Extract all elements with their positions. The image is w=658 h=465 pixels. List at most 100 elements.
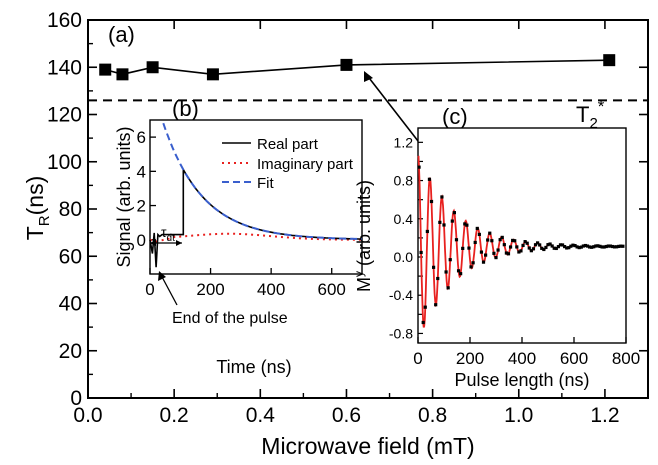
rabi-data-point <box>429 199 434 204</box>
inset-c-y-tick-label: -0.8 <box>389 325 413 341</box>
rabi-data-point <box>515 245 519 249</box>
fit-line <box>162 122 362 240</box>
rabi-data-point <box>475 226 479 231</box>
main-y-axis-title: TR(ns) <box>22 176 53 241</box>
rabi-data-point <box>556 245 560 249</box>
rabi-data-point <box>552 246 556 250</box>
inset-c-y-tick-label: 0.8 <box>394 173 414 189</box>
main-x-tick-label: 0.2 <box>160 404 189 427</box>
main-series-line <box>104 59 610 76</box>
inset-b-y-tick-label: 2 <box>137 197 146 216</box>
rabi-data-point <box>565 246 569 250</box>
rabi-data-point <box>594 244 598 248</box>
rabi-data-point <box>581 244 585 248</box>
inset-b-x-axis-title: Time (ns) <box>216 357 291 377</box>
inset-b-y-tick-label: 4 <box>137 162 146 181</box>
rabi-data-point <box>583 243 588 248</box>
main-y-tick-label: 120 <box>47 104 82 127</box>
inset-b-x-tick-label: 600 <box>318 280 346 299</box>
legend-real-label: Real part <box>257 136 319 153</box>
inset-b-y-tick-label: 0 <box>137 231 146 250</box>
rabi-data-point <box>592 245 596 249</box>
tau-dt-arrow-right <box>176 240 182 246</box>
rabi-data-point <box>490 239 494 243</box>
rabi-data-point <box>419 250 423 255</box>
rabi-data-point <box>438 220 442 224</box>
rabi-data-point <box>471 261 475 265</box>
rabi-data-point <box>531 247 536 251</box>
rabi-data-point <box>538 243 542 247</box>
rabi-data-point <box>617 244 621 249</box>
tau-dt-arrow-left <box>150 240 156 246</box>
rabi-data-point <box>598 244 602 248</box>
rabi-data-point <box>446 286 450 290</box>
main-x-tick-label: 0.8 <box>418 404 447 427</box>
inset-c-x-axis-title: Pulse length (ns) <box>454 370 589 390</box>
end-pulse-pointer <box>160 274 178 306</box>
rabi-data-point <box>590 245 594 249</box>
rabi-data-point <box>425 229 429 234</box>
rabi-data-point <box>448 258 452 262</box>
main-ticks: 0.0 0.2 0.4 0.6 0.8 1.0 1.20204060801001201401… <box>47 9 649 427</box>
panel-b: 0 200 400 600 0 2 4 6 (b) Real part Imaginary p… <box>114 96 363 377</box>
main-y-tick-label: 40 <box>59 293 82 316</box>
rabi-data-point <box>440 195 444 199</box>
rabi-data-point <box>585 244 590 248</box>
rabi-data-point <box>442 223 446 227</box>
panel-a-label: (a) <box>108 22 135 47</box>
rabi-data-point <box>427 177 432 181</box>
main-x-tick-label: 1.0 <box>504 404 533 427</box>
rabi-data-point <box>600 245 604 249</box>
rabi-data-point <box>467 246 471 250</box>
rabi-data-point <box>612 245 617 249</box>
inset-b-frame <box>149 119 363 275</box>
rabi-data-point <box>452 211 456 215</box>
rabi-data-point <box>502 243 506 247</box>
inset-c-y-tick-label: 0.4 <box>394 211 414 227</box>
main-y-tick-label: 140 <box>47 56 82 79</box>
main-data-point <box>116 68 129 81</box>
panel-a: 0.0 0.2 0.4 0.6 0.8 1.0 1.20204060801001201401… <box>22 9 649 459</box>
rabi-data-point <box>615 245 619 249</box>
rabi-data-point <box>558 243 563 247</box>
rabi-data-point <box>432 265 436 269</box>
rabi-data-point <box>571 243 575 247</box>
main-y-tick-label: 0 <box>70 387 82 410</box>
rabi-data-point <box>486 238 490 242</box>
rabi-data-point <box>513 239 517 243</box>
inset-c-x-tick-label: 400 <box>508 349 536 368</box>
rabi-data-point <box>523 240 527 244</box>
inset-b-x-tick-label: 0 <box>145 280 154 299</box>
rabi-data-point <box>469 265 473 269</box>
main-data-point <box>146 61 159 74</box>
rabi-data-point <box>606 244 610 248</box>
rabi-data-point <box>546 243 550 247</box>
rabi-data-point <box>596 244 600 248</box>
rabi-data-point <box>602 245 606 249</box>
rabi-data-point <box>488 231 492 235</box>
rabi-data-point <box>496 248 500 252</box>
inset-c-y-tick-label: 0.0 <box>394 249 414 265</box>
rabi-data-point <box>477 232 481 237</box>
rabi-data-point <box>521 243 525 248</box>
rabi-data-point <box>554 246 558 251</box>
rabi-data-point <box>494 255 498 260</box>
rabi-data-point <box>608 244 612 248</box>
inset-c-y-tick-label: 1.2 <box>394 134 414 150</box>
main-data-point <box>206 68 219 81</box>
rabi-data-point <box>529 249 533 253</box>
main-y-tick-label: 100 <box>47 151 82 174</box>
main-data-point <box>340 58 353 71</box>
rabi-data-point <box>525 241 529 245</box>
rabi-data-point <box>569 244 573 248</box>
rabi-data-point <box>456 269 461 273</box>
rabi-data-point <box>544 245 548 250</box>
rabi-data-point <box>506 252 511 256</box>
main-y-tick-label: 160 <box>47 9 82 32</box>
rabi-data-point <box>550 244 554 248</box>
panel-c-label: (c) <box>442 104 468 129</box>
inset-b-x-tick-label: 200 <box>196 280 224 299</box>
rabi-data-point <box>579 245 583 249</box>
rabi-data-point <box>421 320 425 325</box>
main-y-tick-label: 80 <box>59 198 82 221</box>
